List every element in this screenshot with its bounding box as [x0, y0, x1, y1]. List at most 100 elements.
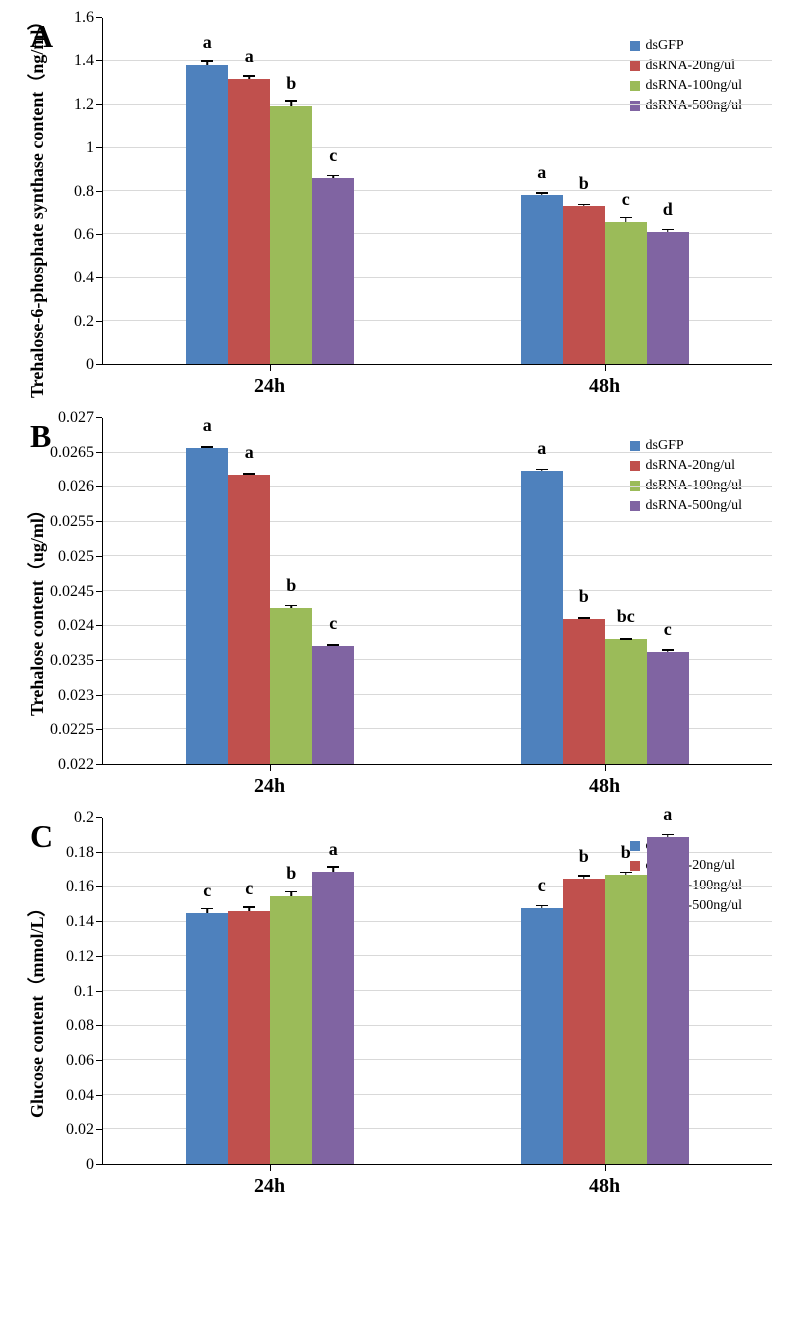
y-tick-label: 0.0245 — [50, 583, 94, 601]
y-tick-label: 0.14 — [66, 913, 94, 931]
y-tick-label: 0.022 — [58, 756, 94, 774]
significance-label: d — [663, 199, 673, 220]
error-bar — [285, 605, 297, 608]
bar — [647, 232, 689, 364]
bar-group: abbcc — [521, 418, 689, 764]
significance-label: c — [664, 619, 672, 640]
y-tick-label: 0.08 — [66, 1017, 94, 1035]
bar-wrap: bc — [605, 639, 647, 764]
bar-wrap: b — [563, 879, 605, 1164]
error-bar — [620, 638, 632, 639]
significance-label: c — [329, 145, 337, 166]
bar-group: aabc — [186, 418, 354, 764]
error-bar — [662, 834, 674, 837]
error-bar — [536, 905, 548, 908]
bar-groups: aabcabbcc — [103, 418, 772, 764]
significance-label: bc — [617, 606, 635, 627]
bar — [563, 206, 605, 364]
bar-wrap: c — [605, 222, 647, 364]
bar — [270, 896, 312, 1164]
y-tick-label: 0.0265 — [50, 444, 94, 462]
significance-label: b — [621, 842, 631, 863]
chart-area: Trehalose content（ug/ml）0.0220.02250.023… — [20, 418, 772, 798]
chart-area: Glucose content（mmol/L）00.020.040.060.08… — [20, 818, 772, 1198]
error-bar — [327, 175, 339, 178]
bar — [521, 908, 563, 1164]
bar — [605, 639, 647, 764]
bar-wrap: a — [521, 195, 563, 364]
bar-wrap: c — [186, 913, 228, 1164]
bar — [228, 911, 270, 1164]
y-tick-label: 0 — [86, 1156, 94, 1174]
y-tick-label: 0.8 — [74, 183, 94, 201]
y-tick-label: 0.0255 — [50, 513, 94, 531]
bar — [186, 65, 228, 365]
bar-group: ccba — [186, 818, 354, 1164]
y-tick-label: 0.0225 — [50, 721, 94, 739]
y-tick-label: 0.0235 — [50, 652, 94, 670]
x-tick-label: 48h — [589, 1175, 620, 1198]
error-bar — [243, 906, 255, 911]
chart-panel-A: AdsGFPdsRNA-20ng/uldsRNA-100ng/uldsRNA-5… — [20, 18, 772, 398]
bar-wrap: a — [647, 837, 689, 1164]
bar-wrap: c — [521, 908, 563, 1164]
significance-label: a — [329, 839, 338, 860]
bar-wrap: b — [605, 875, 647, 1164]
x-axis: 24h48h — [102, 375, 772, 398]
y-tick-label: 1.4 — [74, 52, 94, 70]
chart-panel-C: CdsGFPdsRNA-20ng/uldsRNA-100ng/uldsRNA-5… — [20, 818, 772, 1198]
error-bar — [536, 469, 548, 471]
y-axis: 0.0220.02250.0230.02350.0240.02450.0250.… — [48, 418, 102, 765]
y-tick-label: 1.6 — [74, 9, 94, 27]
y-axis-label: Trehalose content（ug/ml） — [20, 418, 48, 798]
significance-label: a — [537, 438, 546, 459]
significance-label: b — [286, 73, 296, 94]
y-tick-label: 0 — [86, 356, 94, 374]
significance-label: a — [663, 804, 672, 825]
significance-label: c — [203, 880, 211, 901]
error-bar — [201, 60, 213, 64]
bar — [312, 178, 354, 364]
significance-label: c — [245, 878, 253, 899]
y-tick-label: 0.12 — [66, 948, 94, 966]
y-axis-label: Glucose content（mmol/L） — [20, 818, 48, 1198]
bar-wrap: c — [647, 652, 689, 764]
x-tick-label: 24h — [254, 375, 285, 398]
y-tick-label: 0.2 — [74, 313, 94, 331]
y-axis: 00.20.40.60.811.21.41.6 — [48, 18, 102, 365]
x-tick-label: 24h — [254, 1175, 285, 1198]
y-axis-label: Trehalose-6-phosphate synthase content（n… — [20, 18, 48, 398]
bar — [186, 448, 228, 764]
error-bar — [662, 649, 674, 652]
bar — [228, 475, 270, 764]
significance-label: c — [622, 189, 630, 210]
error-bar — [201, 446, 213, 448]
significance-label: b — [579, 846, 589, 867]
significance-label: b — [579, 173, 589, 194]
bar-wrap: a — [228, 79, 270, 364]
bar-wrap: a — [186, 65, 228, 365]
error-bar — [285, 100, 297, 105]
bar-wrap: a — [186, 448, 228, 764]
bar — [605, 222, 647, 364]
y-tick-label: 1.2 — [74, 96, 94, 114]
bar-group: cbba — [521, 818, 689, 1164]
chart-panel-B: BdsGFPdsRNA-20ng/uldsRNA-100ng/uldsRNA-5… — [20, 418, 772, 798]
significance-label: b — [286, 863, 296, 884]
bar-wrap: d — [647, 232, 689, 364]
bar — [563, 619, 605, 764]
bar-wrap: b — [270, 608, 312, 764]
bar — [647, 652, 689, 764]
significance-label: c — [538, 875, 546, 896]
y-tick-label: 0.4 — [74, 269, 94, 287]
bar — [186, 913, 228, 1164]
error-bar — [578, 617, 590, 618]
plot-area: aabcabcd — [102, 18, 772, 365]
y-tick-label: 0.6 — [74, 226, 94, 244]
bar-wrap: a — [312, 872, 354, 1164]
y-tick-label: 0.06 — [66, 1052, 94, 1070]
error-bar — [578, 204, 590, 206]
significance-label: a — [203, 32, 212, 53]
y-tick-label: 0.04 — [66, 1087, 94, 1105]
bar-groups: aabcabcd — [103, 18, 772, 364]
